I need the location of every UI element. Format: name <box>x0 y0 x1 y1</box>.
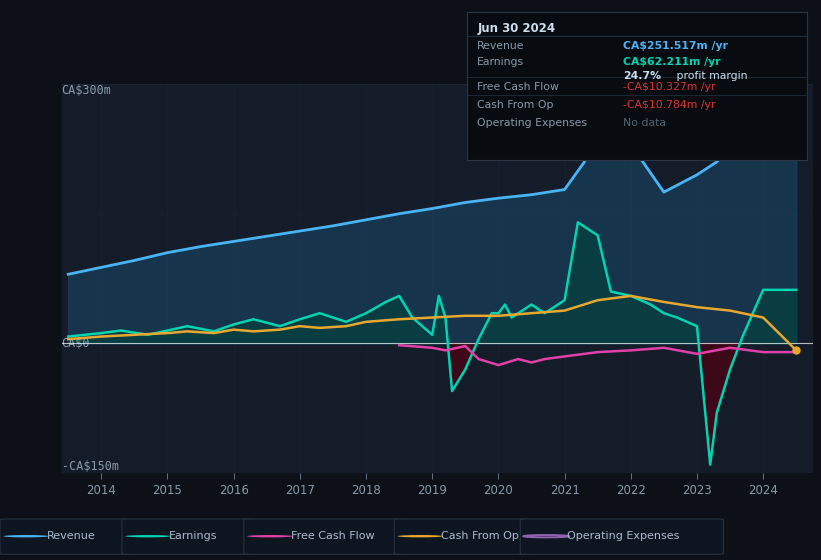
Text: Free Cash Flow: Free Cash Flow <box>477 82 559 92</box>
Text: Free Cash Flow: Free Cash Flow <box>291 531 374 541</box>
FancyBboxPatch shape <box>0 519 130 554</box>
Text: -CA$10.327m /yr: -CA$10.327m /yr <box>623 82 716 92</box>
FancyBboxPatch shape <box>122 519 252 554</box>
Text: CA$300m: CA$300m <box>62 84 112 97</box>
Text: CA$251.517m /yr: CA$251.517m /yr <box>623 41 728 51</box>
Text: 24.7%: 24.7% <box>623 71 662 81</box>
Text: Earnings: Earnings <box>477 57 525 67</box>
Text: No data: No data <box>623 118 667 128</box>
Circle shape <box>247 535 292 538</box>
Text: CA$0: CA$0 <box>62 337 90 350</box>
Text: Revenue: Revenue <box>477 41 525 51</box>
Circle shape <box>397 535 443 538</box>
Text: Jun 30 2024: Jun 30 2024 <box>477 22 555 35</box>
Text: Revenue: Revenue <box>47 531 96 541</box>
Text: Operating Expenses: Operating Expenses <box>477 118 587 128</box>
Text: Cash From Op: Cash From Op <box>477 100 553 110</box>
FancyBboxPatch shape <box>244 519 402 554</box>
Text: profit margin: profit margin <box>672 71 747 81</box>
Text: Cash From Op: Cash From Op <box>442 531 519 541</box>
FancyBboxPatch shape <box>394 519 529 554</box>
Text: Earnings: Earnings <box>169 531 218 541</box>
Circle shape <box>126 535 171 538</box>
FancyBboxPatch shape <box>521 519 723 554</box>
Text: Operating Expenses: Operating Expenses <box>567 531 680 541</box>
Text: -CA$150m: -CA$150m <box>62 460 118 473</box>
Text: CA$62.211m /yr: CA$62.211m /yr <box>623 57 721 67</box>
Circle shape <box>3 535 48 538</box>
Text: -CA$10.784m /yr: -CA$10.784m /yr <box>623 100 716 110</box>
